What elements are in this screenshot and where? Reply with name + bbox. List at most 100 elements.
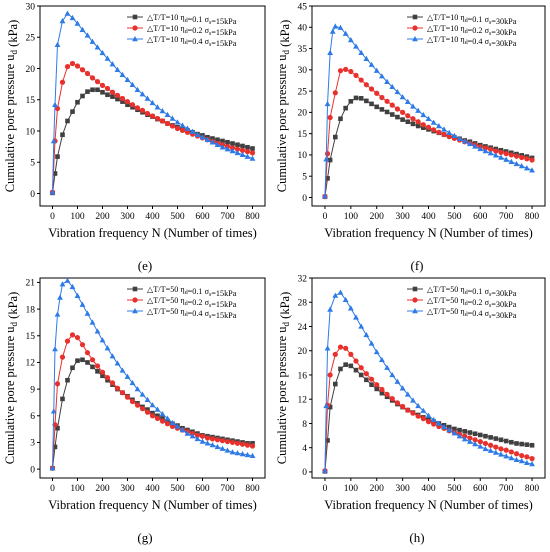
legend-label: △T/T=50 ηd=0.4 σs=15kPa: [147, 307, 237, 320]
data-point: [529, 461, 535, 467]
data-point: [410, 116, 416, 122]
data-point: [144, 409, 151, 415]
series-line: [324, 25, 533, 197]
data-point: [229, 148, 236, 154]
x-axis-label: Vibration frequency N (Number of times): [48, 226, 257, 240]
data-point: [472, 431, 478, 437]
data-point: [249, 443, 256, 449]
data-point: [482, 148, 489, 154]
data-point: [194, 432, 201, 438]
data-point: [59, 354, 66, 360]
data-point: [179, 122, 186, 128]
data-point: [395, 114, 400, 120]
data-point: [337, 344, 344, 350]
data-point: [50, 408, 57, 414]
data-point: [139, 107, 146, 113]
data-point: [441, 424, 447, 430]
data-point: [436, 129, 442, 135]
data-point: [94, 44, 101, 50]
data-point: [513, 153, 520, 159]
data-point: [327, 49, 334, 56]
data-point: [229, 449, 236, 455]
data-point: [209, 436, 216, 442]
data-point: [214, 443, 221, 450]
data-point: [472, 143, 478, 149]
data-point: [189, 433, 196, 439]
data-point: [230, 141, 235, 146]
data-point: [529, 456, 535, 462]
data-point: [337, 24, 344, 30]
data-point: [199, 433, 206, 439]
data-point: [467, 430, 473, 435]
data-point: [245, 144, 250, 150]
data-point: [446, 424, 452, 430]
y-tick-label: 4: [302, 444, 307, 454]
data-point: [144, 95, 151, 101]
y-tick-label: 18: [26, 305, 36, 315]
data-point: [415, 119, 421, 125]
data-point: [74, 292, 81, 298]
data-point: [384, 78, 390, 84]
x-tick-label: 500: [170, 484, 185, 494]
data-point: [74, 20, 81, 26]
data-point: [224, 438, 231, 445]
data-point: [64, 64, 71, 70]
data-point: [244, 451, 251, 458]
y-tick-label: 3: [30, 439, 35, 449]
data-point: [343, 105, 348, 111]
y-tick-label: 16: [298, 371, 308, 381]
data-point: [446, 129, 453, 136]
data-point: [461, 436, 468, 442]
legend-marker: [132, 25, 138, 31]
data-point: [64, 10, 71, 16]
data-point: [430, 416, 437, 423]
y-tick-label: 30: [298, 66, 308, 76]
data-point: [327, 157, 333, 163]
data-point: [124, 394, 131, 400]
data-point: [379, 94, 385, 101]
y-tick-label: 15: [298, 130, 308, 140]
data-point: [332, 90, 338, 96]
data-point: [244, 149, 251, 155]
data-point: [114, 92, 121, 98]
data-point: [134, 402, 141, 408]
data-point: [165, 418, 170, 424]
data-point: [353, 367, 359, 373]
x-tick-label: 600: [195, 212, 210, 222]
data-point: [169, 423, 176, 430]
data-point: [220, 138, 225, 144]
data-point: [134, 386, 141, 392]
data-point: [477, 432, 483, 438]
data-point: [120, 99, 125, 104]
x-tick-label: 800: [245, 484, 260, 494]
data-point: [229, 439, 236, 446]
data-point: [529, 157, 535, 163]
data-point: [184, 129, 191, 135]
data-point: [400, 109, 406, 115]
data-point: [492, 152, 499, 158]
data-point: [99, 369, 106, 375]
data-point: [379, 386, 385, 393]
data-point: [363, 371, 369, 377]
data-point: [462, 433, 468, 439]
data-point: [441, 126, 447, 132]
data-point: [154, 406, 161, 412]
data-point: [420, 122, 426, 128]
x-axis-label: Vibration frequency N (Number of times): [324, 498, 533, 512]
data-point: [219, 438, 226, 444]
x-tick-label: 400: [145, 484, 160, 494]
chart-panel-3: 0 100 200 300 400 500 600 700 800 0 3 6 9 12 15 18 21 Vib…: [3, 277, 266, 512]
data-point: [169, 115, 176, 121]
data-point: [134, 86, 141, 92]
data-point: [435, 123, 442, 129]
data-point: [124, 76, 131, 82]
data-point: [498, 437, 504, 443]
data-point: [104, 345, 111, 351]
data-point: [410, 397, 416, 403]
data-point: [493, 444, 499, 450]
y-tick-label: 40: [298, 24, 308, 34]
data-point: [214, 141, 221, 147]
data-point: [394, 378, 401, 384]
data-point: [519, 154, 525, 161]
data-point: [119, 390, 126, 396]
